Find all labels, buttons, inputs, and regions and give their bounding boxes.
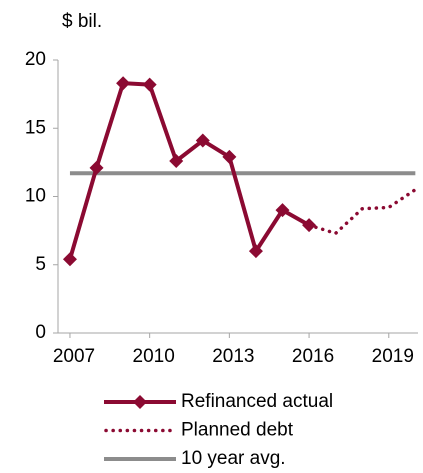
series-line xyxy=(307,187,418,236)
marker xyxy=(142,77,157,92)
legend-label: 10 year avg. xyxy=(181,448,286,469)
y-tick-label: 15 xyxy=(25,117,46,138)
x-tick-label: 2016 xyxy=(292,346,334,367)
y-tick-label: 20 xyxy=(25,49,46,70)
y-tick-label: 0 xyxy=(35,322,46,343)
legend-label: Refinanced actual xyxy=(181,391,333,412)
y-axis-label: $ bil. xyxy=(62,11,102,32)
x-tick-label: 2013 xyxy=(212,346,254,367)
y-tick-label: 10 xyxy=(25,186,46,207)
y-tick-label: 5 xyxy=(35,254,46,275)
x-tick-label: 2019 xyxy=(372,346,414,367)
marker xyxy=(169,154,184,169)
legend-label: Planned debt xyxy=(181,420,294,441)
legend-marker xyxy=(133,395,147,409)
marker xyxy=(248,244,263,259)
series-line xyxy=(68,81,311,260)
marker xyxy=(302,218,317,233)
marker xyxy=(116,76,131,91)
x-tick-label: 2010 xyxy=(133,346,175,367)
marker xyxy=(275,203,290,218)
marker xyxy=(195,133,210,148)
marker xyxy=(222,149,237,164)
marker xyxy=(89,160,104,175)
x-tick-label: 2007 xyxy=(53,346,95,367)
marker xyxy=(62,252,77,267)
